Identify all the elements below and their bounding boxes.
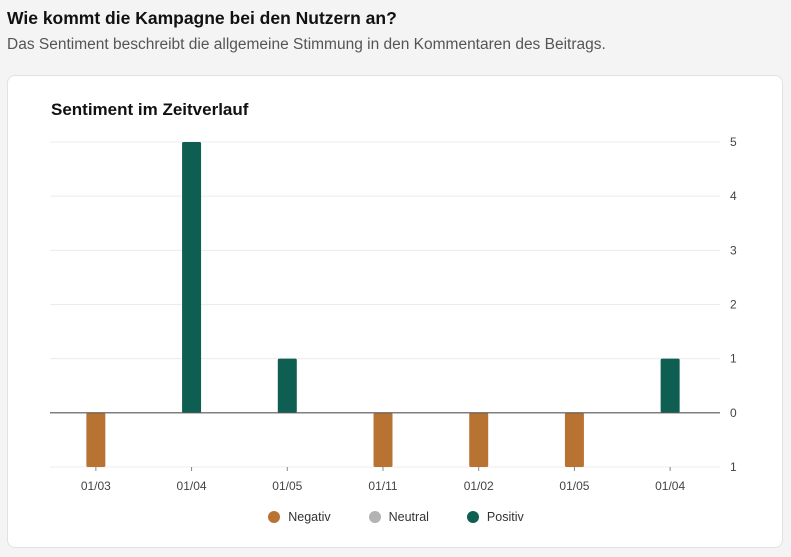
y-tick-label: 0 — [730, 406, 737, 420]
chart-card: Sentiment im Zeitverlauf 5 4 3 2 1 0 1 01/03 01/… — [7, 75, 783, 548]
page-subtitle: Das Sentiment beschreibt die allgemeine … — [7, 36, 606, 53]
x-tick-label: 01/04 — [177, 479, 207, 493]
positiv-bar — [660, 358, 680, 413]
y-tick-label: 2 — [730, 298, 737, 312]
positiv-bar — [182, 142, 202, 413]
x-tick-label: 01/03 — [81, 479, 111, 493]
chart-title: Sentiment im Zeitverlauf — [51, 100, 249, 119]
chart-legend: Negativ Neutral Positiv — [8, 510, 784, 524]
legend-item-negativ[interactable]: Negativ — [268, 510, 331, 524]
legend-swatch — [268, 511, 281, 523]
x-tick-label: 01/05 — [559, 479, 589, 493]
legend-label: Positiv — [486, 510, 524, 524]
legend-item-positiv[interactable]: Positiv — [466, 510, 524, 524]
negativ-bar — [86, 412, 106, 467]
y-tick-label: 1 — [730, 460, 737, 474]
x-tick-label: 01/11 — [368, 479, 397, 493]
x-tick-label: 01/05 — [272, 479, 302, 493]
positiv-bar — [277, 358, 297, 413]
y-tick-label: 5 — [730, 135, 737, 149]
y-tick-label: 1 — [730, 352, 737, 366]
legend-label: Negativ — [288, 510, 331, 524]
negativ-bar — [469, 412, 489, 467]
y-tick-label: 4 — [730, 189, 737, 203]
x-tick-label: 01/04 — [655, 479, 685, 493]
y-tick-label: 3 — [730, 243, 737, 257]
sentiment-chart: 5 4 3 2 1 0 1 01/03 01/04 01/05 01/11 01/02 01/05 01/… — [50, 135, 737, 493]
legend-swatch — [368, 511, 381, 523]
negativ-bar — [564, 412, 584, 467]
legend-label: Neutral — [388, 510, 429, 524]
x-tick-label: 01/02 — [464, 479, 494, 493]
legend-item-neutral[interactable]: Neutral — [368, 510, 429, 524]
legend-swatch — [466, 511, 479, 523]
negativ-bar — [373, 412, 393, 467]
page-title: Wie kommt die Kampagne bei den Nutzern a… — [7, 8, 397, 28]
page-header: Wie kommt die Kampagne bei den Nutzern a… — [7, 7, 791, 55]
